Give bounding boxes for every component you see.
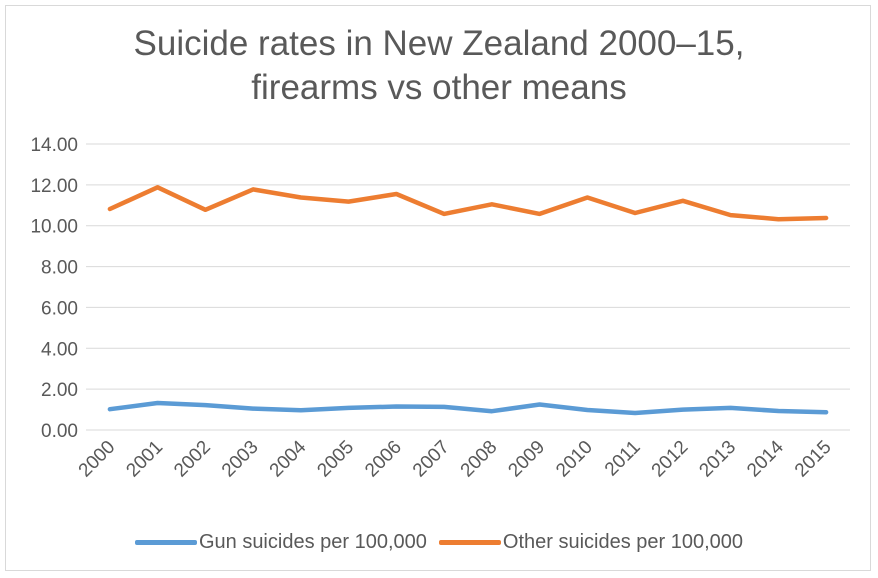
legend-item-other: Other suicides per 100,000 (438, 530, 744, 554)
chart-legend: Gun suicides per 100,000 Other suicides … (0, 527, 878, 557)
y-tick-label: 14.00 (30, 135, 78, 156)
y-tick-label: 12.00 (30, 176, 78, 197)
x-tick-label: 2011 (601, 437, 645, 481)
x-tick-label: 2010 (552, 437, 597, 482)
series-line-1 (107, 185, 829, 222)
chart-title-line-1: Suicide rates in New Zealand 2000–15, (133, 24, 745, 63)
legend-label-gun: Gun suicides per 100,000 (198, 530, 427, 553)
x-tick-label: 2015 (791, 437, 836, 482)
x-tick-label: 2007 (409, 437, 454, 482)
x-tick-label: 2006 (361, 437, 406, 482)
x-tick-label: 2000 (75, 437, 120, 482)
legend-label-other: Other suicides per 100,000 (502, 530, 744, 553)
x-tick-label: 2004 (266, 436, 311, 481)
y-tick-label: 2.00 (41, 380, 78, 401)
legend-swatch-other (438, 539, 501, 545)
x-tick-label: 2005 (313, 437, 358, 482)
x-tick-label: 2002 (170, 437, 215, 482)
x-tick-label: 2012 (648, 437, 693, 482)
x-tick-label: 2014 (743, 436, 788, 481)
legend-swatch-gun (134, 539, 197, 545)
x-tick-label: 2009 (504, 437, 549, 482)
y-tick-label: 8.00 (41, 258, 78, 279)
x-tick-label: 2013 (695, 437, 740, 482)
chart-title-line-2: firearms vs other means (251, 68, 627, 107)
chart-frame (5, 5, 871, 571)
y-tick-label: 4.00 (41, 339, 78, 360)
x-tick-label: 2003 (218, 437, 263, 482)
y-tick-label: 0.00 (41, 421, 78, 442)
y-tick-label: 6.00 (41, 298, 78, 319)
x-tick-label: 2008 (457, 437, 502, 482)
legend-item-gun: Gun suicides per 100,000 (134, 530, 427, 554)
x-tick-label: 2001 (122, 437, 167, 482)
y-tick-label: 10.00 (30, 217, 78, 238)
series-line-0 (107, 400, 829, 416)
chart-title: Suicide rates in New Zealand 2000–15, fi… (0, 22, 878, 110)
